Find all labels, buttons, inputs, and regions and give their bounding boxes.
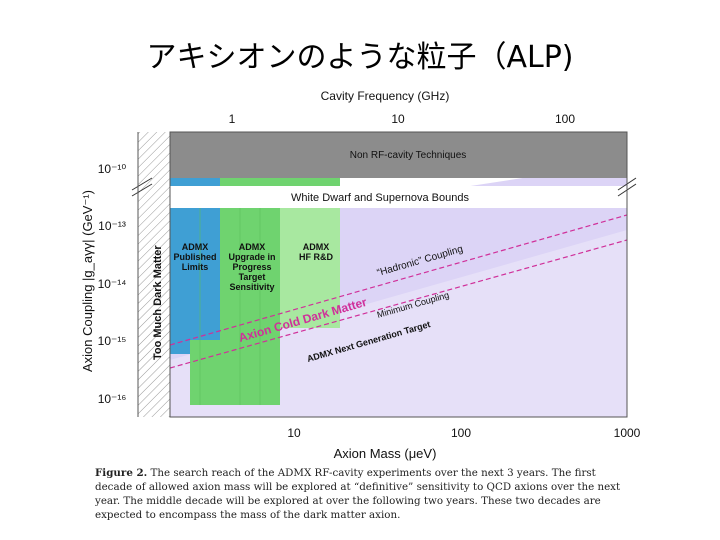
region-wd-sn (170, 186, 627, 208)
svg-text:Published: Published (173, 252, 216, 262)
svg-text:Progress: Progress (232, 262, 271, 272)
y-axis-label: Axion Coupling |g_aγγ| (GeV⁻¹) (80, 190, 95, 372)
y-tick-label-1e-15: 10⁻¹⁵ (98, 334, 127, 348)
figure-caption: Figure 2. The search reach of the ADMX R… (95, 466, 635, 522)
top-tick-label-10: 10 (391, 112, 405, 126)
region-admx-published (170, 208, 220, 354)
plot-frame (169, 131, 628, 418)
label-non-rf: Non RF-cavity Techniques (350, 150, 467, 161)
line-hadronic (170, 214, 627, 346)
top-axis-label: Cavity Frequency (GHz) (321, 89, 450, 103)
svg-text:Sensitivity: Sensitivity (229, 282, 274, 292)
top-tick-label-100: 100 (555, 112, 575, 126)
y-tick-label-1e-10: 10⁻¹⁰ (98, 162, 127, 176)
top-tick-label-1: 1 (229, 112, 236, 126)
figure-caption-text: The search reach of the ADMX RF-cavity e… (95, 467, 621, 521)
y-tick-label-1e-14: 10⁻¹⁴ (98, 277, 127, 291)
region-non-rf (170, 132, 627, 178)
svg-text:Limits: Limits (182, 262, 209, 272)
too-much-dm-band (138, 132, 170, 417)
x-tick-label-100: 100 (451, 426, 471, 440)
svg-text:ADMX: ADMX (303, 242, 330, 252)
x-tick-label-10: 10 (287, 426, 301, 440)
svg-text:HF R&D: HF R&D (299, 252, 333, 262)
svg-text:ADMX: ADMX (182, 242, 209, 252)
line-minimum (170, 239, 627, 369)
svg-text:Upgrade in: Upgrade in (228, 252, 275, 262)
region-admx-hf (280, 208, 340, 328)
x-tick-label-1000: 1000 (614, 426, 641, 440)
figure-label: Figure 2. (95, 467, 148, 479)
svg-text:ADMX: ADMX (239, 242, 266, 252)
label-wd-sn: White Dwarf and Supernova Bounds (291, 192, 469, 204)
svg-text:Target: Target (239, 272, 266, 282)
y-tick-label-1e-16: 10⁻¹⁶ (98, 392, 127, 406)
slide-title: アキシオンのような粒子（ALP) (146, 40, 574, 75)
too-much-dm-label: Too Much Dark Matter (152, 245, 164, 360)
x-axis-label: Axion Mass (μeV) (334, 446, 437, 461)
y-tick-label-1e-13: 10⁻¹³ (98, 219, 126, 233)
axis-break-marks (131, 177, 637, 197)
